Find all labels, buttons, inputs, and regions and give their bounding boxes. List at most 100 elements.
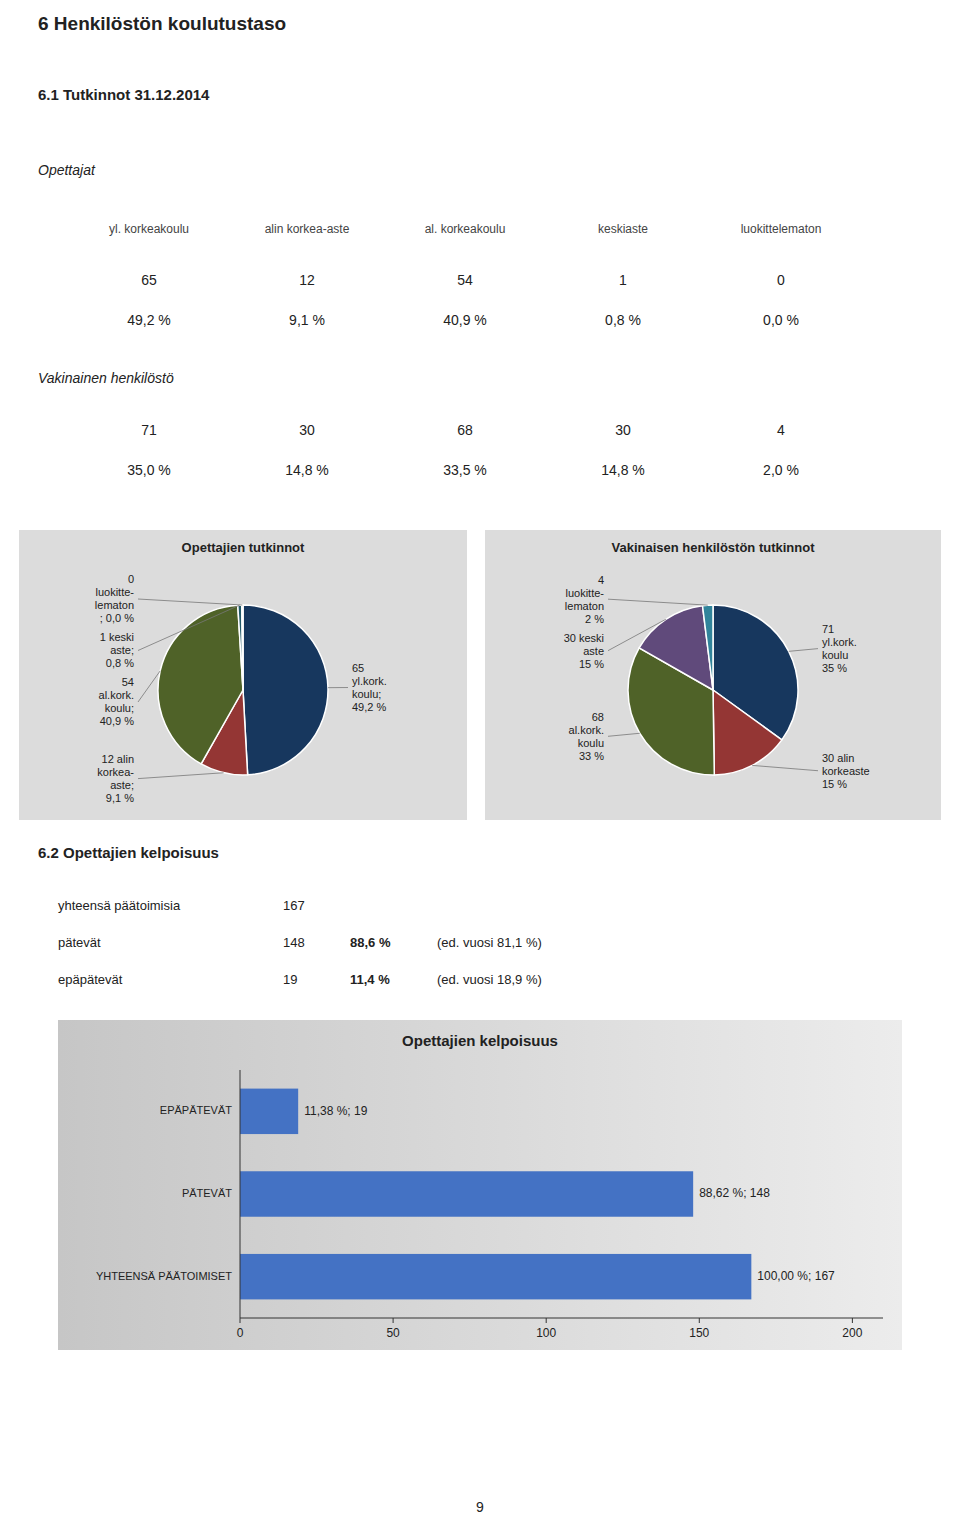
count-cell: 0 xyxy=(777,272,785,288)
share-cell: 49,2 % xyxy=(127,312,171,328)
x-tick xyxy=(393,1318,394,1323)
pie-title: Opettajien tutkinnot xyxy=(182,540,305,555)
leader-line xyxy=(328,687,348,688)
text-line: 4 xyxy=(598,574,604,586)
qualification-table: 6.2 Opettajien kelpoisuusyhteensä päätoi… xyxy=(38,844,542,987)
section-title: 6.2 Opettajien kelpoisuus xyxy=(38,844,219,861)
pie-slice xyxy=(238,605,243,690)
text-line: lematon xyxy=(95,599,134,611)
share-cell: 33,5 % xyxy=(443,462,487,478)
text-line: aste; xyxy=(110,779,134,791)
text-line: 40,9 % xyxy=(100,715,134,727)
x-tick xyxy=(240,1318,241,1323)
x-tick xyxy=(546,1318,547,1323)
column-header: yl. korkeakoulu xyxy=(109,222,189,236)
data-label: 100,00 %; 167 xyxy=(757,1269,835,1283)
text-line: korkea- xyxy=(97,766,134,778)
text-line: al.kork. xyxy=(99,689,134,701)
text-line: 68 xyxy=(592,711,604,723)
share-cell: 14,8 % xyxy=(285,462,329,478)
slice-label: 12 alinkorkea-aste;9,1 % xyxy=(97,753,134,804)
bar xyxy=(240,1254,751,1299)
text-line: yl.kork. xyxy=(822,636,857,648)
text-line: 1 keski xyxy=(100,631,134,643)
row-label: epäpätevät xyxy=(58,972,123,987)
leader-line xyxy=(608,733,640,736)
text-line: 30 keski xyxy=(564,632,604,644)
share-cell: 2,0 % xyxy=(763,462,799,478)
text-line: 35 % xyxy=(822,662,847,674)
row-label: pätevät xyxy=(58,935,101,950)
pie-title: Vakinaisen henkilöstön tutkinnot xyxy=(612,540,816,555)
bar xyxy=(240,1171,693,1216)
x-tick-label: 100 xyxy=(536,1326,556,1340)
count-cell: 148 xyxy=(283,935,305,950)
bar-chart: Opettajien kelpoisuusEPÄPÄTEVÄTPÄTEVÄTYH… xyxy=(58,1020,902,1350)
text-line: 12 alin xyxy=(102,753,134,765)
count-cell: 68 xyxy=(457,422,473,438)
slice-label: 68al.kork.koulu33 % xyxy=(569,711,605,762)
x-tick-label: 150 xyxy=(689,1326,709,1340)
text-line: 15 % xyxy=(579,658,604,670)
share-cell: 14,8 % xyxy=(601,462,645,478)
text-line: luokitte- xyxy=(565,587,604,599)
slice-label: 0luokitte-lematon; 0,0 % xyxy=(95,573,134,624)
text-line: koulu; xyxy=(105,702,134,714)
leader-line xyxy=(608,619,666,650)
row-group-label: Vakinainen henkilöstö xyxy=(38,370,174,386)
text-line: 0,8 % xyxy=(106,657,134,669)
text-line: 15 % xyxy=(822,778,847,790)
x-tick xyxy=(852,1318,853,1323)
text-line: luokitte- xyxy=(95,586,134,598)
text-line: koulu; xyxy=(352,688,381,700)
count-cell: 19 xyxy=(283,972,297,987)
slice-label: 4luokitte-lematon2 % xyxy=(565,574,604,625)
previous-year-note: (ed. vuosi 18,9 %) xyxy=(437,972,542,987)
text-line: yl.kork. xyxy=(352,675,387,687)
column-header: luokittelematon xyxy=(741,222,822,236)
text-line: 49,2 % xyxy=(352,701,386,713)
count-cell: 30 xyxy=(615,422,631,438)
slice-label: 71yl.kork.koulu35 % xyxy=(822,623,857,674)
leader-line xyxy=(752,765,818,770)
count-cell: 4 xyxy=(777,422,785,438)
share-cell: 9,1 % xyxy=(289,312,325,328)
section-title: 6.1 Tutkinnot 31.12.2014 xyxy=(38,86,210,103)
text-line: lematon xyxy=(565,600,604,612)
text-line: al.kork. xyxy=(569,724,604,736)
text-line: aste; xyxy=(110,644,134,656)
pie-chart: Vakinaisen henkilöstön tutkinnot 71yl.kor… xyxy=(485,530,941,820)
bar xyxy=(240,1089,298,1134)
share-cell: 88,6 % xyxy=(350,935,391,950)
leader-line xyxy=(789,649,818,652)
pie-slice xyxy=(158,605,243,764)
text-line: 33 % xyxy=(579,750,604,762)
x-tick xyxy=(699,1318,700,1323)
pie-slice xyxy=(703,605,713,690)
slice-label: 1 keskiaste;0,8 % xyxy=(100,631,134,669)
pie-slices xyxy=(628,605,798,775)
text-line: 0 xyxy=(128,573,134,585)
category-label: PÄTEVÄT xyxy=(182,1187,232,1199)
x-tick-label: 0 xyxy=(237,1326,244,1340)
count-cell: 12 xyxy=(299,272,315,288)
pie-background xyxy=(485,530,941,820)
column-header: keskiaste xyxy=(598,222,648,236)
text-line: 9,1 % xyxy=(106,792,134,804)
count-cell: 54 xyxy=(457,272,473,288)
count-cell: 30 xyxy=(299,422,315,438)
column-header: alin korkea-aste xyxy=(265,222,350,236)
category-label: EPÄPÄTEVÄT xyxy=(160,1104,232,1116)
x-tick-label: 200 xyxy=(842,1326,862,1340)
share-cell: 0,8 % xyxy=(605,312,641,328)
y-axis-line xyxy=(240,1070,241,1318)
text-line: 65 xyxy=(352,662,364,674)
text-line: 71 xyxy=(822,623,834,635)
text-line: 54 xyxy=(122,676,134,688)
bar-background xyxy=(58,1020,902,1350)
page: 6 Henkilöstön koulutustaso6.1 Tutkinnot … xyxy=(0,0,960,1527)
text-line: koulu xyxy=(578,737,604,749)
pie-chart: Opettajien tutkinnot65yl.kork.koulu;49,2… xyxy=(19,530,467,820)
count-cell: 71 xyxy=(141,422,157,438)
pie-background xyxy=(19,530,467,820)
